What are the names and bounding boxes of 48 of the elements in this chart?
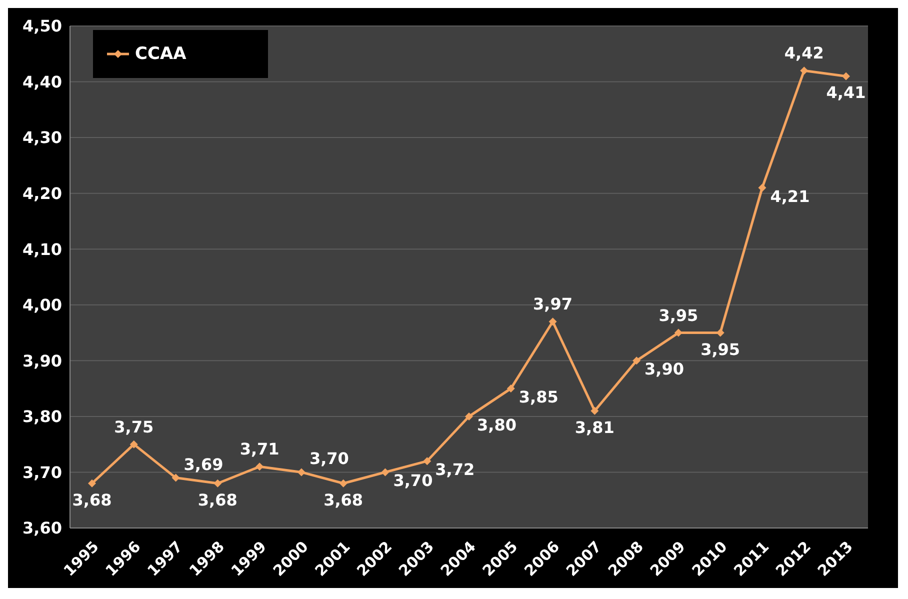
data-label: 4,42 bbox=[784, 44, 824, 63]
data-label: 3,97 bbox=[533, 294, 573, 314]
point bbox=[423, 457, 432, 466]
point bbox=[130, 440, 138, 448]
point bbox=[297, 468, 306, 476]
y-tick-label: 4,30 bbox=[22, 128, 62, 148]
y-tick-label: 4,50 bbox=[22, 16, 62, 36]
y-tick-label: 4,10 bbox=[22, 240, 62, 259]
point bbox=[506, 384, 515, 393]
data-label: 4,21 bbox=[770, 186, 810, 206]
y-tick-label: 3,60 bbox=[22, 518, 62, 538]
point bbox=[632, 356, 641, 365]
data-label: 3,75 bbox=[114, 417, 154, 436]
data-label: 3,85 bbox=[518, 388, 558, 407]
point bbox=[256, 462, 264, 471]
point bbox=[758, 184, 766, 192]
data-label: 3,68 bbox=[72, 490, 112, 510]
data-label: 3,68 bbox=[198, 490, 238, 510]
data-label: 3,69 bbox=[184, 454, 224, 474]
point bbox=[339, 479, 348, 488]
data-label: 3,95 bbox=[700, 340, 740, 359]
point bbox=[88, 479, 96, 488]
data-label: 3,90 bbox=[644, 360, 684, 379]
data-label: 3,71 bbox=[240, 440, 280, 459]
y-tick-label: 4,20 bbox=[22, 184, 62, 204]
data-label: 3,81 bbox=[574, 418, 614, 437]
legend-label: CCAA bbox=[135, 44, 186, 64]
data-label: 3,72 bbox=[435, 460, 475, 480]
point bbox=[674, 328, 682, 337]
point bbox=[172, 474, 180, 482]
y-tick-label: 4,40 bbox=[22, 72, 62, 92]
y-tick-label: 3,90 bbox=[22, 351, 62, 370]
point bbox=[465, 412, 473, 420]
point bbox=[590, 406, 599, 415]
y-tick-label: 3,80 bbox=[22, 407, 62, 426]
y-tick-label: 4,00 bbox=[22, 296, 62, 315]
y-tick-label: 3,70 bbox=[22, 462, 62, 482]
data-label: 3,70 bbox=[393, 471, 433, 490]
point bbox=[548, 318, 557, 326]
point bbox=[214, 479, 222, 488]
data-label: 3,70 bbox=[309, 449, 349, 468]
data-label: 3,80 bbox=[477, 415, 516, 434]
point bbox=[381, 468, 390, 476]
data-label: 3,68 bbox=[324, 490, 364, 510]
point bbox=[842, 72, 850, 80]
point bbox=[800, 66, 808, 75]
data-label: 4,41 bbox=[826, 83, 866, 102]
data-label: 3,95 bbox=[658, 306, 698, 325]
